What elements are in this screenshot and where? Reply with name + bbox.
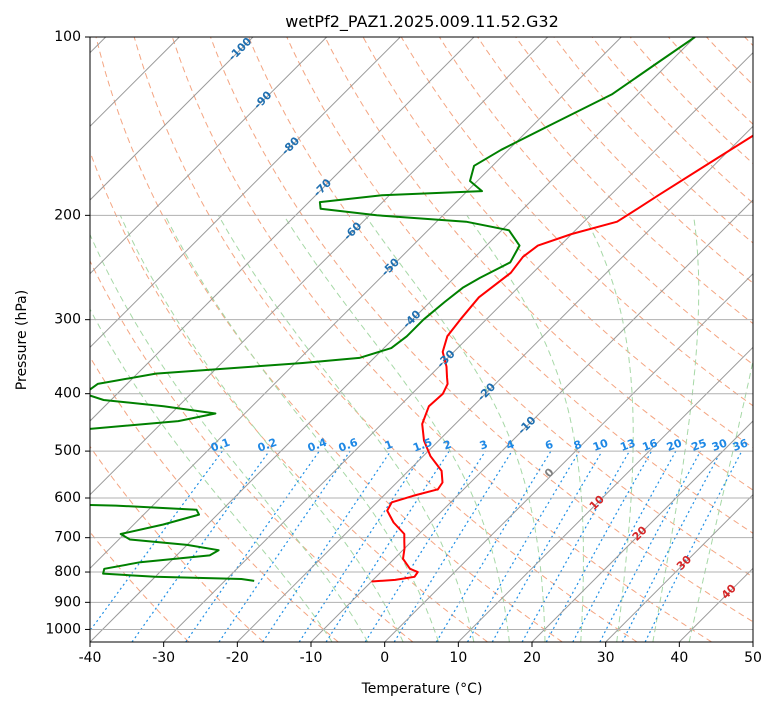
pressure-gridlines bbox=[90, 36, 753, 630]
y-tick-label: 200 bbox=[54, 207, 81, 223]
moist-adiabat bbox=[218, 215, 475, 642]
mixing-ratio-label: 25 bbox=[690, 436, 709, 453]
dry-adiabat bbox=[515, 37, 753, 284]
x-tick-label: 50 bbox=[744, 650, 762, 666]
x-axis-label: Temperature (°C) bbox=[361, 681, 483, 697]
isotherm bbox=[90, 37, 696, 642]
plot-frame bbox=[89, 36, 754, 643]
dry-adiabat bbox=[171, 37, 712, 642]
mixing-ratio-line bbox=[364, 450, 486, 642]
mixing-ratio-label: 0.6 bbox=[337, 436, 360, 455]
temperature-line bbox=[371, 134, 753, 583]
moist-adiabat bbox=[283, 215, 510, 642]
mixing-ratio-line bbox=[521, 450, 631, 642]
mixing-ratio-label: 4 bbox=[504, 438, 516, 453]
x-tick-label: -10 bbox=[300, 650, 323, 666]
dry-adiabat bbox=[95, 37, 563, 642]
x-tick-label: 30 bbox=[597, 650, 615, 666]
dry-adiabat bbox=[90, 259, 414, 642]
isotherm bbox=[90, 37, 401, 349]
dewpoint-line bbox=[90, 37, 696, 582]
mixing-ratio-label: 2 bbox=[442, 438, 454, 453]
mixing-ratio-line bbox=[572, 450, 677, 642]
y-tick-label: 700 bbox=[54, 530, 81, 546]
mixing-ratio-label: 3 bbox=[478, 438, 490, 453]
mixing-ratio-line bbox=[599, 450, 702, 642]
moist-adiabat bbox=[119, 215, 404, 642]
mixing-ratio-label: 1.5 bbox=[411, 436, 434, 455]
mixing-ratio-line bbox=[545, 450, 653, 642]
mixing-ratio-line bbox=[435, 450, 552, 642]
mixing-ratio-line bbox=[90, 450, 223, 632]
mixing-ratio-label: 20 bbox=[665, 436, 684, 454]
mixing-ratio-line bbox=[298, 450, 425, 642]
y-tick-label: 500 bbox=[54, 443, 81, 459]
isotherm bbox=[605, 493, 753, 642]
isotherm bbox=[90, 37, 622, 570]
x-tick-label: 20 bbox=[523, 650, 541, 666]
dry-adiabat bbox=[210, 37, 753, 623]
y-tick-label: 100 bbox=[54, 29, 81, 45]
mixing-ratio-label: 0.4 bbox=[306, 436, 329, 455]
mixing-ratio-label: 6 bbox=[543, 438, 555, 453]
dry-adiabat bbox=[133, 37, 638, 642]
isotherm bbox=[90, 37, 254, 201]
isotherm bbox=[457, 346, 753, 642]
isotherm bbox=[384, 272, 753, 642]
mixing-ratio-line bbox=[185, 450, 320, 642]
moist-adiabat bbox=[652, 215, 700, 642]
y-tick-label: 900 bbox=[54, 594, 81, 610]
moist-adiabat bbox=[90, 233, 369, 642]
chart-title: wetPf2_PAZ1.2025.009.11.52.G32 bbox=[285, 12, 559, 32]
dry-adiabat bbox=[90, 445, 264, 642]
x-tick-label: -30 bbox=[152, 650, 175, 666]
y-tick-label: 300 bbox=[54, 312, 81, 328]
y-tick-label: 400 bbox=[54, 386, 81, 402]
isotherm bbox=[90, 37, 549, 496]
y-tick-label: 1000 bbox=[45, 621, 81, 637]
x-tick-label: -20 bbox=[226, 650, 249, 666]
isotherm bbox=[90, 37, 328, 275]
mixing-ratio-label: 10 bbox=[591, 436, 610, 454]
mixing-ratio-label: 16 bbox=[641, 436, 660, 454]
moist-adiabat bbox=[364, 215, 546, 642]
mixing-ratio-line bbox=[393, 450, 513, 642]
mixing-ratio-label: 1 bbox=[383, 438, 395, 453]
background-lines bbox=[90, 37, 753, 642]
y-tick-label: 800 bbox=[54, 564, 81, 580]
mixing-ratio-line bbox=[466, 450, 580, 642]
axis-ticks: -40 -30 -20 -10 0 10 20 30 40 5010020030040050060… bbox=[45, 29, 762, 666]
moist-adiabat bbox=[583, 215, 634, 642]
profile-lines bbox=[90, 37, 753, 583]
moist-adiabat bbox=[90, 308, 333, 642]
isotherm bbox=[90, 37, 475, 422]
y-axis-label: Pressure (hPa) bbox=[14, 290, 30, 390]
mixing-ratio-label: 13 bbox=[618, 436, 637, 453]
dry-adiabat bbox=[248, 37, 753, 578]
x-tick-label: -40 bbox=[79, 650, 102, 666]
x-tick-label: 40 bbox=[670, 650, 688, 666]
isotherm bbox=[236, 125, 753, 642]
isotherm bbox=[163, 51, 753, 642]
mixing-ratio-label: 8 bbox=[572, 438, 584, 453]
mixing-ratio-label: 0.1 bbox=[209, 436, 232, 455]
dry-adiabat bbox=[286, 37, 753, 534]
moist-adiabat bbox=[466, 215, 584, 642]
mixing-ratio-line bbox=[644, 450, 743, 642]
isotherm bbox=[531, 420, 753, 642]
mixing-ratio-label: 36 bbox=[731, 436, 750, 454]
mixing-ratio-label: 30 bbox=[710, 436, 729, 454]
mixing-ratio-line bbox=[491, 450, 603, 642]
y-tick-label: 600 bbox=[54, 490, 81, 506]
dry-adiabat bbox=[324, 37, 753, 491]
isotherm bbox=[310, 199, 753, 642]
x-tick-label: 10 bbox=[449, 650, 467, 666]
mixing-ratio-line bbox=[621, 450, 722, 642]
mixing-ratio-label: 0.2 bbox=[256, 436, 279, 455]
x-tick-label: 0 bbox=[380, 650, 389, 666]
